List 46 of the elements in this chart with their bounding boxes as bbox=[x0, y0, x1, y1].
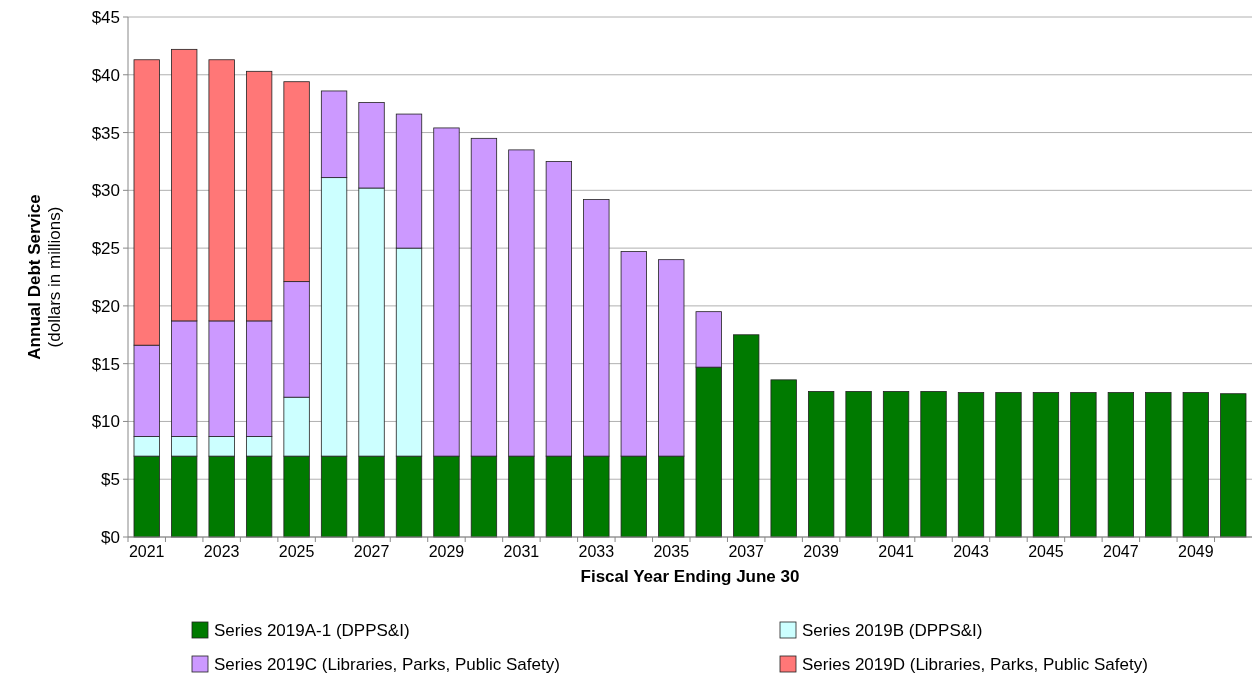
x-tick-label: 2025 bbox=[278, 543, 315, 560]
bar bbox=[1032, 392, 1060, 538]
bar bbox=[733, 334, 760, 538]
y-tick-label: $35 bbox=[91, 123, 120, 143]
legend-label: Series 2019A-1 (DPPS&I) bbox=[214, 620, 410, 640]
x-tick-label: 2033 bbox=[578, 543, 615, 560]
legend-label: Series 2019C (Libraries, Parks, Public Safety) bbox=[214, 654, 560, 674]
y-tick-label: $25 bbox=[91, 239, 120, 259]
x-tick-label: 2047 bbox=[1103, 543, 1139, 560]
bar bbox=[808, 391, 835, 538]
x-tick-label: 2027 bbox=[353, 543, 390, 560]
x-tick-label: 2021 bbox=[128, 543, 165, 560]
y-tick-label: $45 bbox=[91, 7, 120, 27]
bar bbox=[770, 379, 797, 538]
bar bbox=[845, 391, 872, 538]
x-tick-label: 2035 bbox=[653, 543, 690, 560]
y-axis-title: Annual Debt Service bbox=[25, 194, 44, 360]
bar bbox=[1070, 392, 1097, 538]
x-tick-label: 2031 bbox=[503, 543, 540, 560]
x-axis-title: Fiscal Year Ending June 30 bbox=[580, 567, 800, 586]
x-tick-label: 2045 bbox=[1028, 543, 1064, 560]
bar bbox=[995, 392, 1022, 538]
x-tick-label: 2029 bbox=[428, 543, 465, 560]
bar bbox=[1107, 392, 1135, 538]
x-tick-label: 2049 bbox=[1178, 543, 1214, 560]
y-tick-label: $10 bbox=[91, 412, 120, 432]
bar bbox=[957, 392, 985, 538]
x-tick-label: 2037 bbox=[728, 543, 765, 560]
x-tick-label: 2023 bbox=[203, 543, 240, 560]
legend-label: Series 2019B (DPPS&I) bbox=[802, 620, 983, 640]
x-tick-label: 2041 bbox=[878, 543, 914, 560]
x-tick-label: 2039 bbox=[803, 543, 840, 560]
x-tick-label: 2043 bbox=[953, 543, 989, 560]
y-tick-label: $20 bbox=[91, 296, 120, 316]
bar bbox=[882, 391, 910, 538]
bar bbox=[1220, 393, 1247, 538]
bar bbox=[1145, 392, 1172, 538]
y-tick-label: $0 bbox=[101, 527, 120, 547]
legend-label: Series 2019D (Libraries, Parks, Public Safety) bbox=[802, 654, 1148, 674]
text: (dollars in millions) bbox=[45, 206, 64, 348]
y-tick-label: $5 bbox=[101, 470, 120, 490]
y-tick-label: $15 bbox=[91, 354, 120, 374]
y-tick-label: $30 bbox=[91, 181, 120, 201]
y-tick-label: $40 bbox=[91, 65, 120, 85]
bar bbox=[1182, 392, 1209, 538]
bar bbox=[920, 391, 947, 538]
